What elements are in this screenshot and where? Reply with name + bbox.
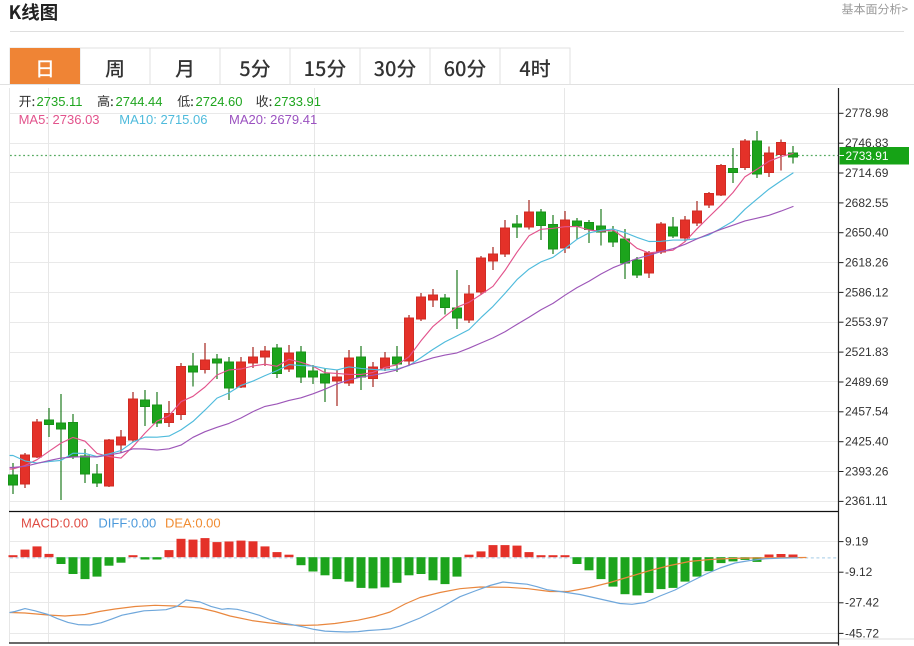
svg-text:2489.69: 2489.69 [845,375,889,389]
svg-text:MA5: 2736.03: MA5: 2736.03 [19,112,100,127]
svg-text:-9.12: -9.12 [845,565,873,579]
svg-text:2733.91: 2733.91 [846,149,889,163]
svg-text:-27.42: -27.42 [845,596,879,610]
svg-text:2733.91: 2733.91 [274,94,321,109]
svg-text:2735.11: 2735.11 [37,94,83,109]
svg-text:2553.97: 2553.97 [845,315,889,329]
svg-text:2746.83: 2746.83 [845,136,889,150]
svg-text:2425.40: 2425.40 [845,435,889,449]
svg-text:DEA:0.00: DEA:0.00 [165,516,221,531]
svg-text:2521.83: 2521.83 [845,345,889,359]
svg-text:2457.54: 2457.54 [845,405,889,419]
svg-text:2393.26: 2393.26 [845,464,889,478]
svg-text:2361.11: 2361.11 [845,494,888,508]
svg-text:MACD:0.00: MACD:0.00 [21,516,88,531]
svg-text:2724.60: 2724.60 [196,94,243,109]
svg-text:2586.12: 2586.12 [845,285,889,299]
svg-text:2618.26: 2618.26 [845,255,889,269]
svg-text:2650.40: 2650.40 [845,226,889,240]
svg-text:MA20: 2679.41: MA20: 2679.41 [229,112,317,127]
svg-text:DIFF:0.00: DIFF:0.00 [98,516,156,531]
svg-text:MA10: 2715.06: MA10: 2715.06 [119,112,207,127]
svg-text:2778.98: 2778.98 [845,106,889,120]
svg-text:2682.55: 2682.55 [845,196,889,210]
svg-text:2714.69: 2714.69 [845,166,889,180]
svg-text:9.19: 9.19 [845,535,869,549]
svg-text:2744.44: 2744.44 [116,94,163,109]
svg-text:-45.72: -45.72 [845,626,879,640]
